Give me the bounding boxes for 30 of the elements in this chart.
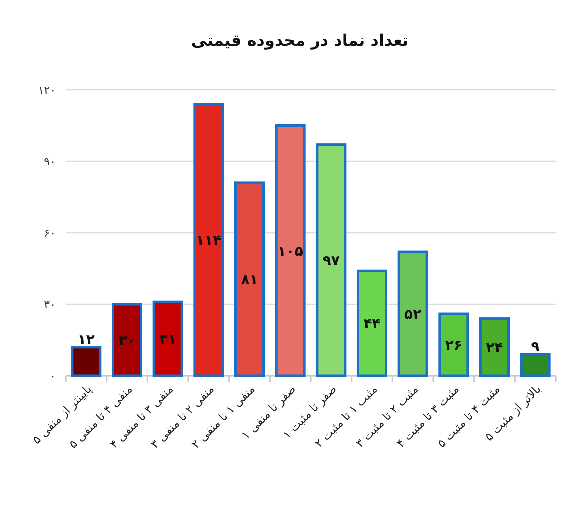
bar xyxy=(71,346,102,378)
y-tick-label: ۹۰ xyxy=(44,156,56,168)
data-label: ۱۰۵ xyxy=(278,244,304,260)
bar xyxy=(152,300,184,378)
data-label: ۲۶ xyxy=(445,338,462,354)
data-label: ۳۰ xyxy=(118,333,136,350)
bar xyxy=(480,318,510,378)
data-label: ۹ xyxy=(531,340,540,356)
chart-title: تعداد نماد در محدوده قیمتی xyxy=(191,31,409,50)
y-tick-label: ۳۰ xyxy=(44,298,56,312)
bar xyxy=(438,312,470,378)
bar xyxy=(275,124,306,378)
bar xyxy=(398,250,428,378)
bar xyxy=(520,353,551,378)
y-tick-label: ۶۰ xyxy=(44,227,56,240)
data-label: ۵۲ xyxy=(404,307,422,324)
data-label: ۴۴ xyxy=(364,316,382,333)
data-label: ۲۴ xyxy=(486,340,504,356)
y-tick-label: ۱۲۰ xyxy=(38,84,56,97)
y-tick-label: ۰ xyxy=(50,370,56,383)
data-label: ۹۷ xyxy=(322,253,340,270)
bar xyxy=(194,103,224,378)
data-label: ۳۱ xyxy=(160,332,177,348)
data-label: ۸۱ xyxy=(241,272,258,288)
bar xyxy=(234,182,265,378)
bar xyxy=(357,270,388,378)
bar xyxy=(112,303,142,378)
data-label: ۱۲ xyxy=(78,332,96,348)
bar xyxy=(316,144,347,378)
data-label: ۱۱۴ xyxy=(196,233,222,250)
